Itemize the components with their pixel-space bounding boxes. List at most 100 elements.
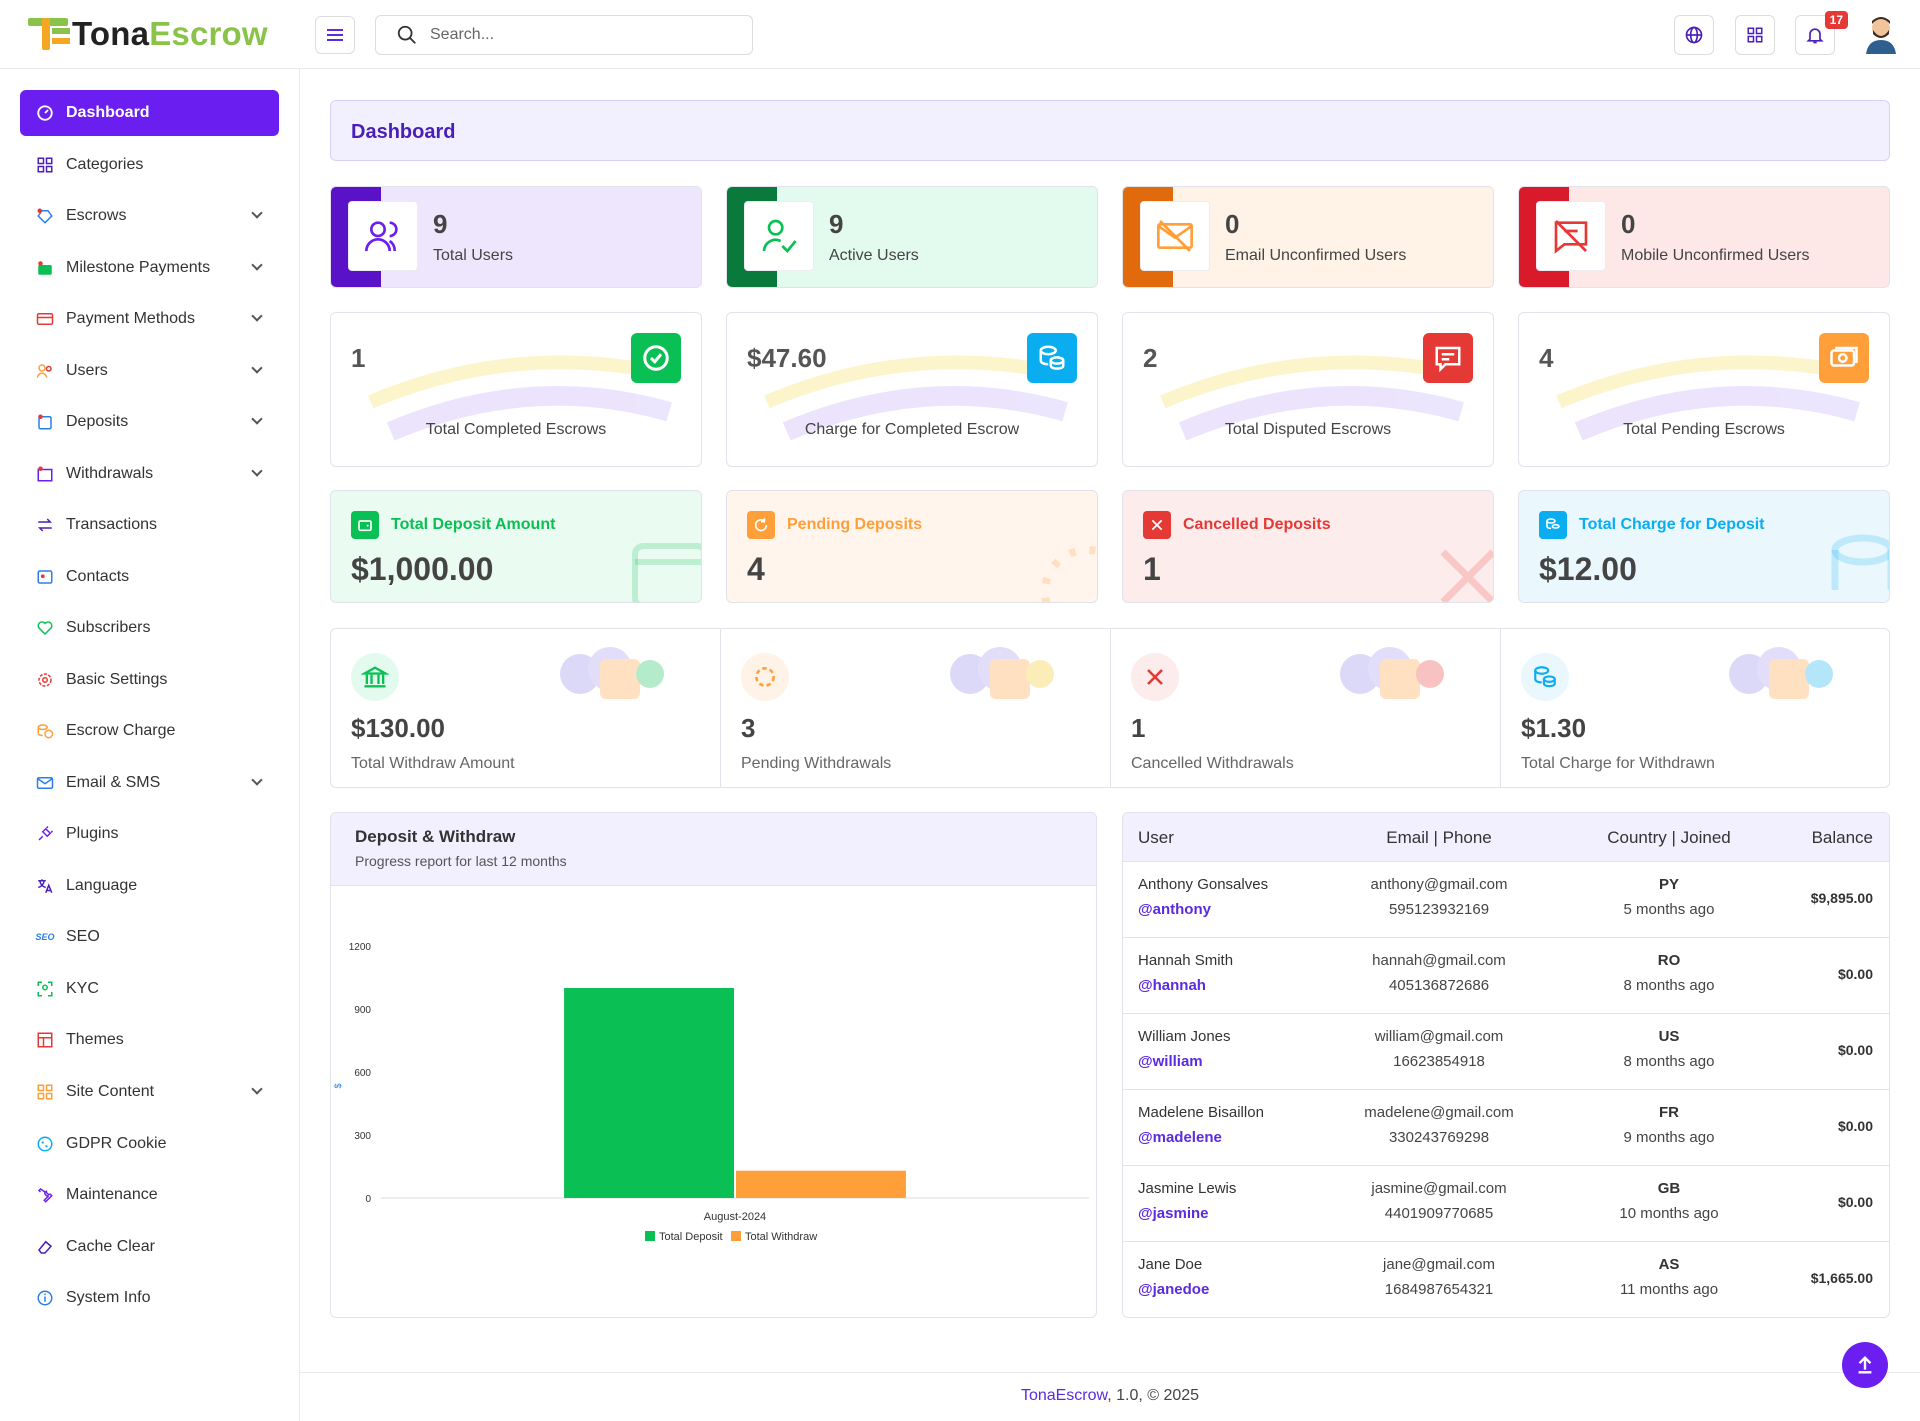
username-link[interactable]: @janedoe xyxy=(1138,1281,1210,1298)
legend-swatch xyxy=(731,1231,741,1241)
table-row[interactable]: William Jones @william william@gmail.com 16… xyxy=(1123,1014,1889,1090)
user-joined: 9 months ago xyxy=(1623,1129,1715,1146)
wave-decoration xyxy=(1160,355,1464,441)
wave-decoration xyxy=(1556,355,1860,441)
sidebar-item-system-info[interactable]: System Info xyxy=(20,1275,279,1321)
pending-escrows-card[interactable]: 4 Total Pending Escrows xyxy=(1518,312,1890,467)
dispute-message-icon xyxy=(1423,333,1473,383)
scroll-to-top-button[interactable] xyxy=(1842,1342,1888,1388)
sidebar-item-dashboard[interactable]: Dashboard xyxy=(20,90,279,136)
username-link[interactable]: @jasmine xyxy=(1138,1205,1209,1222)
sidebar-item-cache-clear[interactable]: Cache Clear xyxy=(20,1224,279,1270)
notifications-button[interactable]: 17 xyxy=(1795,11,1848,55)
username-link[interactable]: @madelene xyxy=(1138,1129,1222,1146)
bar-total-deposit xyxy=(564,988,734,1198)
sidebar-item-themes[interactable]: Themes xyxy=(20,1017,279,1063)
sidebar-item-plugins[interactable]: Plugins xyxy=(20,811,279,857)
mobile-unconfirmed-card[interactable]: 0 Mobile Unconfirmed Users xyxy=(1518,186,1890,288)
total-users-card[interactable]: 9 Total Users xyxy=(330,186,702,288)
message-off-icon xyxy=(1536,201,1606,271)
footer: TonaEscrow, 1.0, © 2025 xyxy=(300,1372,1920,1421)
active-users-card[interactable]: 9 Active Users xyxy=(726,186,1098,288)
total-deposit-card[interactable]: Total Deposit Amount $1,000.00 xyxy=(330,490,702,603)
stat-label: Total Charge for Deposit xyxy=(1579,516,1765,533)
coins-icon xyxy=(1521,653,1569,701)
completed-escrows-card[interactable]: 1 Total Completed Escrows xyxy=(330,312,702,467)
stat-value: 1 xyxy=(1131,713,1146,743)
sidebar-item-label: Users xyxy=(66,362,108,379)
table-row[interactable]: Jasmine Lewis @jasmine jasmine@gmail.com 44… xyxy=(1123,1166,1889,1242)
sidebar-item-categories[interactable]: Categories xyxy=(20,142,279,188)
sidebar-item-label: Contacts xyxy=(66,568,130,585)
sidebar-item-payment-methods[interactable]: Payment Methods xyxy=(20,296,279,342)
email-icon xyxy=(36,774,54,792)
admin-avatar[interactable] xyxy=(1862,14,1900,54)
username-link[interactable]: @hannah xyxy=(1138,977,1206,994)
stat-label: Active Users xyxy=(829,247,919,264)
sidebar-item-deposits[interactable]: Deposits xyxy=(20,399,279,445)
charge-completed-escrow-card[interactable]: $47.60 Charge for Completed Escrow xyxy=(726,312,1098,467)
sidebar-item-subscribers[interactable]: Subscribers xyxy=(20,605,279,651)
disputed-escrows-card[interactable]: 2 Total Disputed Escrows xyxy=(1122,312,1494,467)
sidebar-item-withdrawals[interactable]: Withdrawals xyxy=(20,451,279,497)
charge-withdrawn-cell[interactable]: $1.30 Total Charge for Withdrawn xyxy=(1501,629,1889,787)
pending-withdrawals-cell[interactable]: 3 Pending Withdrawals xyxy=(721,629,1111,787)
chevron-down-icon xyxy=(251,362,263,374)
chart-subtitle: Progress report for last 12 months xyxy=(355,853,567,869)
cancelled-withdrawals-cell[interactable]: 1 Cancelled Withdrawals xyxy=(1111,629,1501,787)
cancelled-deposits-card[interactable]: Cancelled Deposits 1 xyxy=(1122,490,1494,603)
bar-total-withdraw xyxy=(736,1170,906,1198)
user-joined: 10 months ago xyxy=(1619,1205,1719,1222)
stat-value: 1 xyxy=(351,343,366,373)
sidebar-item-milestone-payments[interactable]: Milestone Payments xyxy=(20,245,279,291)
search-input[interactable] xyxy=(430,26,730,44)
sidebar-item-email-sms[interactable]: Email & SMS xyxy=(20,760,279,806)
kyc-icon xyxy=(36,980,54,998)
sidebar-item-transactions[interactable]: Transactions xyxy=(20,502,279,548)
maintenance-icon xyxy=(36,1186,54,1204)
sidebar-item-users[interactable]: Users xyxy=(20,348,279,394)
cookie-icon xyxy=(36,1135,54,1153)
table-row[interactable]: Hannah Smith @hannah hannah@gmail.com 40513… xyxy=(1123,938,1889,1014)
email-unconfirmed-card[interactable]: 0 Email Unconfirmed Users xyxy=(1122,186,1494,288)
cloud-decoration xyxy=(1340,647,1444,699)
sidebar: Dashboard Categories Escrows Milestone P… xyxy=(0,69,300,1421)
total-withdraw-cell[interactable]: $130.00 Total Withdraw Amount xyxy=(331,629,721,787)
page-title: Dashboard xyxy=(330,100,1890,161)
search-box[interactable] xyxy=(375,15,753,55)
sidebar-item-contacts[interactable]: Contacts xyxy=(20,554,279,600)
brand-name-part2: Escrow xyxy=(149,15,268,52)
stat-value: 2 xyxy=(1143,343,1158,373)
table-row[interactable]: Jane Doe @janedoe jane@gmail.com 1684987654… xyxy=(1123,1242,1889,1317)
sidebar-item-escrows[interactable]: Escrows xyxy=(20,193,279,239)
sidebar-item-seo[interactable]: SEO SEO xyxy=(20,914,279,960)
sidebar-item-basic-settings[interactable]: Basic Settings xyxy=(20,657,279,703)
loader-watermark-icon xyxy=(1041,546,1097,602)
sidebar-toggle-button[interactable] xyxy=(315,16,355,54)
sidebar-item-label: Subscribers xyxy=(66,619,151,636)
username-link[interactable]: @william xyxy=(1138,1053,1203,1070)
apps-button[interactable] xyxy=(1735,15,1775,55)
language-button[interactable] xyxy=(1674,15,1714,55)
charge-deposit-card[interactable]: Total Charge for Deposit $12.00 xyxy=(1518,490,1890,603)
table-row[interactable]: Madelene Bisaillon @madelene madelene@gmai… xyxy=(1123,1090,1889,1166)
email-off-icon xyxy=(1140,201,1210,271)
sidebar-item-maintenance[interactable]: Maintenance xyxy=(20,1172,279,1218)
sidebar-item-escrow-charge[interactable]: Escrow Charge xyxy=(20,708,279,754)
user-email: hannah@gmail.com xyxy=(1372,952,1506,969)
pending-deposits-card[interactable]: Pending Deposits 4 xyxy=(726,490,1098,603)
sidebar-item-site-content[interactable]: Site Content xyxy=(20,1069,279,1115)
username-link[interactable]: @anthony xyxy=(1138,901,1211,918)
sidebar-item-gdpr-cookie[interactable]: GDPR Cookie xyxy=(20,1121,279,1167)
user-phone: 330243769298 xyxy=(1388,1129,1490,1146)
chevron-down-icon xyxy=(251,465,263,477)
user-name: William Jones xyxy=(1138,1028,1231,1045)
y-axis-label: $ xyxy=(333,1083,343,1088)
top-header: TonaEscrow 17 xyxy=(0,0,1920,69)
brand-logo[interactable]: Tona Escrow xyxy=(28,14,268,54)
sidebar-item-kyc[interactable]: KYC xyxy=(20,966,279,1012)
footer-brand-link[interactable]: TonaEscrow xyxy=(1020,1387,1108,1404)
table-row[interactable]: Anthony Gonsalves @anthony anthony@gmail.c… xyxy=(1123,862,1889,938)
sidebar-item-language[interactable]: Language xyxy=(20,863,279,909)
user-country: FR xyxy=(1659,1104,1679,1121)
